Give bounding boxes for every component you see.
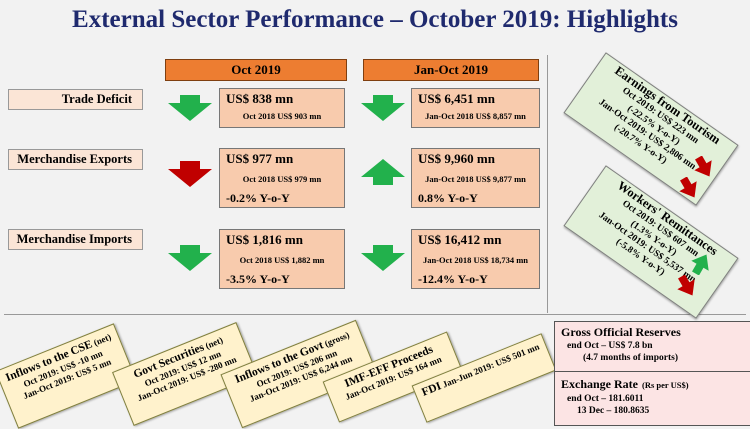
yoy-change: -12.4% Y-o-Y bbox=[418, 272, 488, 286]
box-title: Exchange Rate bbox=[561, 377, 638, 391]
remittances-note: Workers' Remittances Oct 2019: US$ 607 m… bbox=[563, 165, 739, 319]
value: US$ 838 mn bbox=[226, 91, 294, 106]
prev-year-value: Oct 2018 US$ 903 mn bbox=[242, 111, 322, 121]
box-line: 13 Dec – 180.8635 bbox=[577, 406, 650, 416]
green-down-arrow-icon bbox=[168, 245, 212, 271]
value: US$ 1,816 mn bbox=[226, 232, 303, 247]
row-label-trade-deficit: Trade Deficit bbox=[8, 89, 143, 110]
gross-reserves-box: Gross Official Reserves end Oct – US$ 7.… bbox=[554, 321, 750, 375]
box-line: end Oct – 181.6011 bbox=[567, 394, 644, 404]
oct-imports-box: US$ 1,816 mn Oct 2018 US$ 1,882 mn -3.5%… bbox=[219, 229, 345, 289]
page-title: External Sector Performance – October 20… bbox=[72, 6, 678, 33]
value: US$ 9,960 mn bbox=[418, 151, 495, 166]
oct-trade-deficit-box: US$ 838 mn Oct 2018 US$ 903 mn bbox=[219, 88, 345, 128]
row-label-merch-imports: Merchandise Imports bbox=[8, 229, 143, 250]
yoy-change: -3.5% Y-o-Y bbox=[226, 272, 290, 286]
horizontal-divider bbox=[4, 314, 746, 315]
prev-year-value: Oct 2018 US$ 1,882 mn bbox=[239, 255, 325, 265]
janoct-exports-box: US$ 9,960 mn Jan-Oct 2018 US$ 9,877 mn 0… bbox=[411, 148, 540, 208]
green-down-arrow-icon bbox=[361, 95, 405, 121]
red-down-arrow-icon bbox=[168, 161, 212, 187]
janoct-imports-box: US$ 16,412 mn Jan-Oct 2018 US$ 18,734 mn… bbox=[411, 229, 540, 289]
column-header-oct: Oct 2019 bbox=[165, 59, 347, 81]
value: US$ 6,451 mn bbox=[418, 91, 495, 106]
yoy-change: -0.2% Y-o-Y bbox=[226, 191, 290, 205]
green-up-arrow-icon bbox=[361, 159, 405, 185]
value: US$ 977 mn bbox=[226, 151, 294, 166]
box-line: (4.7 months of imports) bbox=[583, 353, 678, 363]
value: US$ 16,412 mn bbox=[418, 232, 502, 247]
column-header-janoct: Jan-Oct 2019 bbox=[363, 59, 539, 81]
note-title: FDI bbox=[420, 380, 444, 399]
row-label-merch-exports: Merchandise Exports bbox=[8, 149, 143, 170]
green-down-arrow-icon bbox=[168, 95, 212, 121]
prev-year-value: Jan-Oct 2018 US$ 8,857 mn bbox=[425, 111, 526, 121]
prev-year-value: Oct 2018 US$ 979 mn bbox=[242, 174, 322, 184]
prev-year-value: Jan-Oct 2018 US$ 9,877 mn bbox=[425, 174, 526, 184]
red-down-arrow-icon bbox=[679, 177, 697, 198]
oct-exports-box: US$ 977 mn Oct 2018 US$ 979 mn -0.2% Y-o… bbox=[219, 148, 345, 208]
red-down-arrow-icon bbox=[694, 156, 712, 177]
prev-year-value: Jan-Oct 2018 US$ 18,734 mn bbox=[422, 255, 529, 265]
red-down-arrow-icon bbox=[677, 275, 695, 296]
box-unit: (Rs per US$) bbox=[642, 380, 689, 390]
box-title: Gross Official Reserves bbox=[561, 325, 681, 339]
box-line: end Oct – US$ 7.8 bn bbox=[567, 341, 653, 351]
tourism-note: Earnings from Tourism Oct 2019: US$ 223 … bbox=[563, 52, 739, 206]
exchange-rate-box: Exchange Rate (Rs per US$) end Oct – 181… bbox=[554, 371, 750, 426]
green-up-arrow-icon bbox=[691, 254, 709, 275]
green-down-arrow-icon bbox=[361, 245, 405, 271]
janoct-trade-deficit-box: US$ 6,451 mn Jan-Oct 2018 US$ 8,857 mn bbox=[411, 88, 540, 128]
vertical-divider bbox=[547, 55, 548, 313]
yoy-change: 0.8% Y-o-Y bbox=[418, 191, 478, 205]
